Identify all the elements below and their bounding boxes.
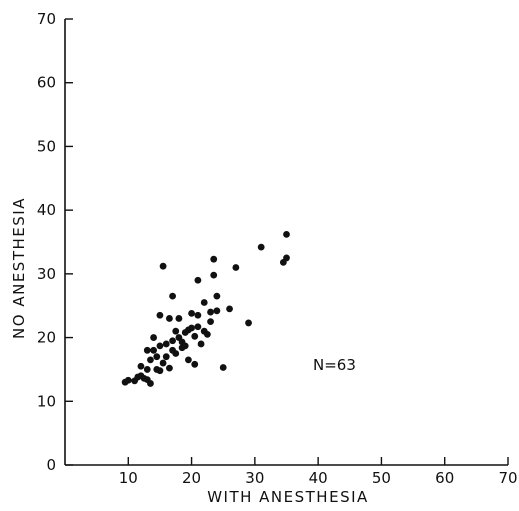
data-point [200, 299, 208, 306]
data-point [150, 346, 158, 354]
data-point [181, 342, 189, 350]
data-point [188, 309, 195, 317]
data-point [210, 255, 218, 263]
data-point [188, 324, 195, 332]
data-point [185, 356, 192, 364]
data-point [162, 340, 170, 348]
x-tick-label: 20 [182, 469, 201, 487]
axes [64, 19, 508, 466]
data-point [219, 364, 227, 371]
y-tick-label: 20 [37, 329, 56, 347]
data-point [124, 376, 132, 384]
data-point [143, 366, 151, 373]
data-point [245, 319, 252, 327]
x-tick-label: 50 [372, 469, 391, 487]
data-point [207, 318, 214, 326]
y-tick-label: 0 [46, 456, 56, 474]
data-point [153, 353, 161, 361]
data-point [143, 346, 151, 354]
ticks: 0 10 20 30 40 50 60 70 10 20 30 40 50 60 70 [37, 10, 518, 487]
data-point [150, 334, 158, 341]
data-point [257, 243, 265, 251]
data-point [226, 305, 233, 313]
data-point [147, 356, 154, 364]
data-points [121, 230, 290, 387]
data-point [283, 254, 290, 262]
y-axis-label: NO ANESTHESIA [10, 197, 28, 339]
x-tick-label: 30 [245, 469, 264, 487]
x-axis-label: WITH ANESTHESIA [207, 488, 369, 506]
data-point [191, 332, 199, 340]
x-tick-label: 40 [309, 469, 328, 487]
x-tick-label: 70 [498, 469, 517, 487]
x-tick-label: 10 [119, 469, 138, 487]
x-tick-label: 60 [435, 469, 454, 487]
data-point [191, 360, 199, 368]
data-point [210, 271, 218, 279]
data-point [213, 307, 221, 315]
data-point [159, 359, 167, 367]
data-point [194, 311, 202, 319]
data-point [166, 315, 173, 322]
data-point [169, 292, 176, 300]
data-point [156, 342, 164, 350]
data-point [156, 367, 164, 375]
data-point [172, 327, 180, 335]
data-point [156, 311, 164, 319]
y-tick-label: 10 [37, 392, 56, 410]
data-point [232, 264, 240, 271]
data-point [159, 262, 167, 270]
y-tick-label: 30 [37, 265, 56, 283]
data-point [213, 292, 221, 300]
data-point [283, 230, 290, 238]
y-tick-label: 50 [37, 137, 56, 155]
data-point [203, 330, 211, 338]
data-point [172, 350, 180, 357]
data-point [194, 323, 202, 331]
y-tick-label: 60 [37, 74, 56, 92]
data-point [169, 337, 176, 345]
data-point [197, 340, 205, 348]
sample-size-annotation: N=63 [313, 356, 356, 374]
data-point [137, 362, 145, 370]
data-point [207, 308, 214, 316]
data-point [147, 380, 154, 387]
data-point [162, 353, 170, 361]
y-tick-label: 40 [37, 201, 56, 219]
data-point [166, 364, 173, 372]
data-point [194, 276, 202, 284]
y-tick-label: 70 [37, 10, 56, 28]
data-point [175, 315, 183, 322]
